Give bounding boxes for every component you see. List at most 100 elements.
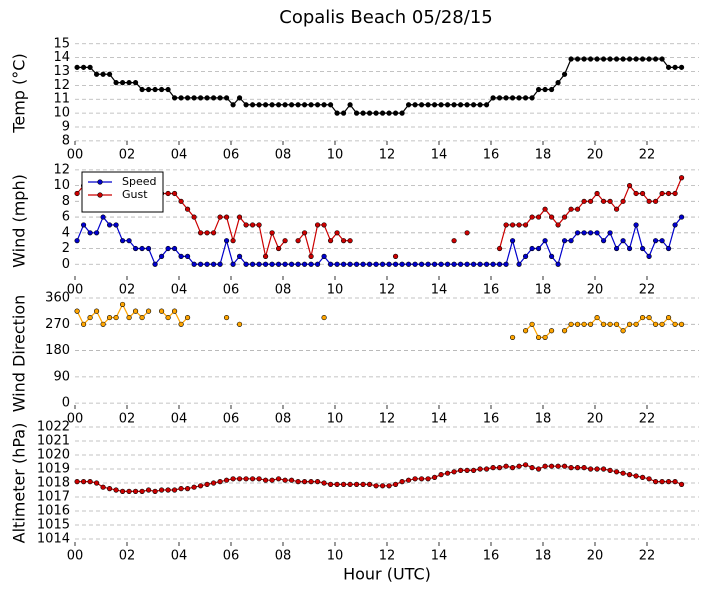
data-point (425, 102, 431, 108)
data-point (444, 261, 451, 267)
data-point (672, 190, 678, 197)
data-point (522, 462, 529, 468)
data-point (386, 110, 392, 116)
data-point (223, 214, 230, 220)
data-point (256, 102, 262, 108)
data-point (652, 198, 659, 204)
x-tick-label: 06 (223, 283, 240, 298)
y-tick-label: 8 (62, 194, 70, 209)
data-point (217, 479, 223, 485)
data-point (555, 463, 561, 469)
data-point (217, 95, 223, 101)
data-point (87, 230, 93, 236)
data-point (171, 190, 178, 197)
data-point (529, 214, 535, 220)
data-point (210, 261, 217, 267)
data-point (581, 198, 587, 204)
data-point (561, 238, 568, 244)
data-point (672, 479, 678, 485)
data-point (230, 102, 236, 108)
data-point (243, 222, 249, 228)
data-point (347, 481, 353, 488)
y-tick-label: 0 (62, 257, 70, 272)
data-point (106, 314, 113, 321)
data-point (509, 465, 516, 471)
data-point (158, 487, 165, 493)
data-point (126, 238, 132, 244)
data-point (665, 190, 672, 197)
data-point (522, 222, 529, 228)
y-tick-label: 1020 (37, 448, 70, 463)
y-tick-label: 13 (53, 64, 70, 79)
data-point (568, 465, 574, 471)
data-point (594, 190, 600, 197)
data-point (191, 484, 197, 490)
legend-box (81, 171, 164, 213)
data-point (230, 238, 236, 244)
data-point (282, 261, 288, 267)
data-point (665, 245, 672, 252)
y-tick-label: 270 (45, 317, 70, 332)
data-point (568, 321, 574, 327)
data-point (451, 469, 457, 475)
data-point (620, 56, 626, 62)
legend-marker (97, 192, 103, 198)
data-point (451, 102, 457, 108)
data-point (665, 314, 672, 321)
data-point (568, 56, 574, 62)
data-point (334, 261, 340, 267)
x-tick-label: 08 (275, 283, 292, 298)
data-point (269, 102, 275, 108)
data-point (288, 477, 295, 483)
data-point (594, 230, 600, 236)
data-point (145, 86, 152, 93)
data-point (646, 198, 652, 204)
data-point (607, 321, 613, 327)
data-point (282, 102, 288, 108)
data-point (87, 479, 93, 485)
data-point (535, 466, 542, 472)
data-point (347, 102, 353, 108)
data-point (587, 466, 594, 472)
data-point (470, 261, 477, 267)
data-point (184, 206, 191, 212)
data-point (184, 314, 191, 321)
data-point (275, 261, 282, 267)
data-point (613, 206, 620, 212)
data-point (633, 222, 639, 228)
data-point (665, 479, 672, 485)
data-point (236, 253, 243, 259)
data-point (152, 86, 158, 93)
y-tick-label: 1019 (37, 462, 70, 477)
data-point (470, 467, 477, 474)
data-point (639, 314, 646, 321)
data-point (626, 472, 633, 478)
data-point (522, 253, 529, 259)
data-point (308, 479, 314, 485)
data-point (535, 245, 542, 252)
x-tick-label: 04 (171, 148, 188, 163)
data-point (340, 261, 347, 267)
data-point (561, 463, 568, 469)
data-point (399, 261, 405, 267)
x-tick-label: 10 (327, 549, 344, 564)
data-point (165, 487, 171, 493)
data-point (646, 314, 652, 321)
data-point (366, 110, 373, 116)
x-tick-label: 00 (67, 148, 84, 163)
data-point (639, 245, 646, 252)
data-point (100, 484, 106, 490)
data-point (581, 230, 587, 236)
data-point (197, 483, 204, 489)
data-point (217, 261, 223, 267)
data-point (210, 95, 217, 101)
data-point (613, 321, 620, 327)
data-point (431, 261, 438, 267)
data-point (594, 56, 600, 62)
y-tick-label: 15 (53, 36, 70, 51)
data-point (542, 463, 548, 469)
data-point (581, 321, 587, 327)
data-point (243, 102, 249, 108)
y-tick-label: 12 (53, 78, 70, 93)
x-tick-label: 22 (639, 283, 656, 298)
